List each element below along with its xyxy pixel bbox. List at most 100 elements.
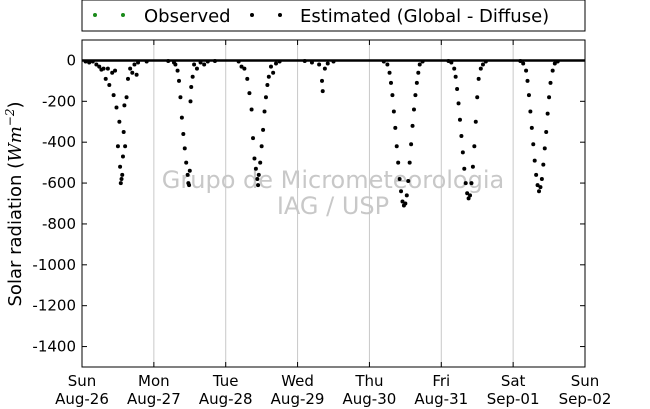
data-point-s1-121 <box>463 181 468 186</box>
x-tick-weekday-1: Mon <box>138 372 170 390</box>
data-point-s1-48 <box>190 74 195 79</box>
data-point-s1-67 <box>258 160 263 165</box>
y-tick-label-0: 0 <box>66 51 76 69</box>
x-tick-date-2: Aug-28 <box>199 390 253 408</box>
data-point-s1-51 <box>198 60 203 65</box>
data-point-s1-154 <box>550 68 555 73</box>
data-point-s1-11 <box>111 93 116 98</box>
data-point-s1-63 <box>253 166 258 171</box>
data-point-s1-30 <box>136 60 141 65</box>
data-point-s1-73 <box>266 74 271 79</box>
data-point-s1-87 <box>385 62 390 67</box>
legend-estimated-marker-2 <box>278 13 282 17</box>
data-point-s1-138 <box>526 93 531 98</box>
y-axis: 0 -200 -400 -600 -800 -1000 -1200 -1400 <box>32 51 585 356</box>
data-point-s1-110 <box>420 59 425 64</box>
x-tick-date-6: Sep-01 <box>487 390 540 408</box>
data-point-s1-13 <box>114 105 119 110</box>
data-point-s1-151 <box>545 111 550 116</box>
data-point-s1-95 <box>397 176 402 181</box>
data-point-s1-3 <box>94 62 99 67</box>
data-point-s1-79 <box>309 60 314 65</box>
x-tick-weekday-2: Tue <box>212 372 239 390</box>
data-point-s1-84 <box>325 61 330 66</box>
data-point-s1-2 <box>90 59 95 64</box>
data-point-s1-88 <box>387 70 392 75</box>
data-point-s1-141 <box>531 142 536 147</box>
data-point-s1-136 <box>524 68 529 73</box>
data-point-s1-156 <box>555 59 560 64</box>
data-point-s1-133 <box>483 59 488 64</box>
data-point-s1-85 <box>331 59 336 64</box>
plot-frame <box>81 39 586 368</box>
data-point-s1-49 <box>192 62 197 67</box>
data-point-s1-128 <box>473 119 478 124</box>
data-point-s1-36 <box>177 78 182 83</box>
data-point-s1-127 <box>472 144 477 149</box>
data-point-s1-19 <box>120 172 125 177</box>
data-point-s1-149 <box>542 146 547 151</box>
data-point-s1-22 <box>122 103 127 108</box>
data-point-s1-31 <box>144 59 149 64</box>
data-point-s1-75 <box>271 70 276 75</box>
data-point-s1-101 <box>406 179 411 184</box>
legend-observed-label: Observed <box>144 6 231 27</box>
data-point-s1-82 <box>320 89 325 94</box>
data-point-s1-91 <box>391 109 396 114</box>
data-point-s1-58 <box>245 76 250 81</box>
data-point-s1-61 <box>251 136 256 141</box>
data-point-s1-153 <box>548 80 553 85</box>
data-point-s1-29 <box>134 72 139 77</box>
data-point-s1-143 <box>534 172 539 177</box>
y-tick-label-7: -1400 <box>32 338 76 356</box>
data-point-s1-9 <box>107 82 112 87</box>
y-axis-title: Solar radiation (Wm−2) <box>3 101 26 306</box>
x-axis: SunAug-26MonAug-27TueAug-28WedAug-29ThuA… <box>55 40 611 408</box>
watermark-line-2: IAG / USP <box>277 192 389 220</box>
data-point-s1-74 <box>268 64 273 69</box>
data-point-s1-135 <box>521 61 526 66</box>
x-tick-weekday-6: Sat <box>501 372 526 390</box>
data-point-s1-16 <box>118 164 123 169</box>
data-point-s1-145 <box>537 189 542 194</box>
x-tick-date-5: Aug-31 <box>414 390 468 408</box>
x-tick-weekday-3: Wed <box>281 372 314 390</box>
data-point-s1-89 <box>388 80 393 85</box>
data-point-s1-59 <box>247 91 252 96</box>
data-point-s1-131 <box>478 66 483 71</box>
data-point-s1-134 <box>518 59 523 64</box>
data-point-s1-65 <box>256 183 261 188</box>
data-point-s1-44 <box>187 183 192 188</box>
data-point-s1-130 <box>476 76 481 81</box>
x-tick-date-0: Aug-26 <box>55 390 109 408</box>
legend-frame <box>81 0 586 32</box>
data-point-s1-57 <box>242 66 247 71</box>
data-point-s1-120 <box>462 166 467 171</box>
data-point-s1-83 <box>322 66 327 71</box>
legend-observed-marker-2 <box>121 13 125 17</box>
data-point-s1-100 <box>404 193 409 198</box>
data-point-s1-38 <box>179 115 184 120</box>
data-point-s1-102 <box>407 160 412 165</box>
data-point-s1-129 <box>475 95 480 100</box>
data-point-s1-76 <box>274 61 279 66</box>
data-point-s1-144 <box>535 183 540 188</box>
x-tick-date-4: Aug-30 <box>343 390 397 408</box>
y-tick-label-1: -200 <box>42 92 76 110</box>
data-point-s1-64 <box>255 176 260 181</box>
x-tick-date-3: Aug-29 <box>271 390 325 408</box>
data-point-s1-47 <box>189 85 194 90</box>
data-point-s1-37 <box>178 95 183 100</box>
data-point-s1-114 <box>453 74 458 79</box>
data-point-s1-40 <box>182 146 187 151</box>
data-point-s1-12 <box>113 68 118 73</box>
legend: Observed Estimated (Global - Diffuse) <box>81 0 586 32</box>
data-point-s1-53 <box>205 59 210 64</box>
data-point-s1-54 <box>212 59 217 64</box>
watermark: Grupo de Micrometeorologia IAG / USP <box>162 166 504 220</box>
data-point-s1-14 <box>115 144 120 149</box>
data-point-s1-56 <box>239 64 244 69</box>
data-points <box>82 59 585 208</box>
data-point-s1-34 <box>173 62 178 67</box>
